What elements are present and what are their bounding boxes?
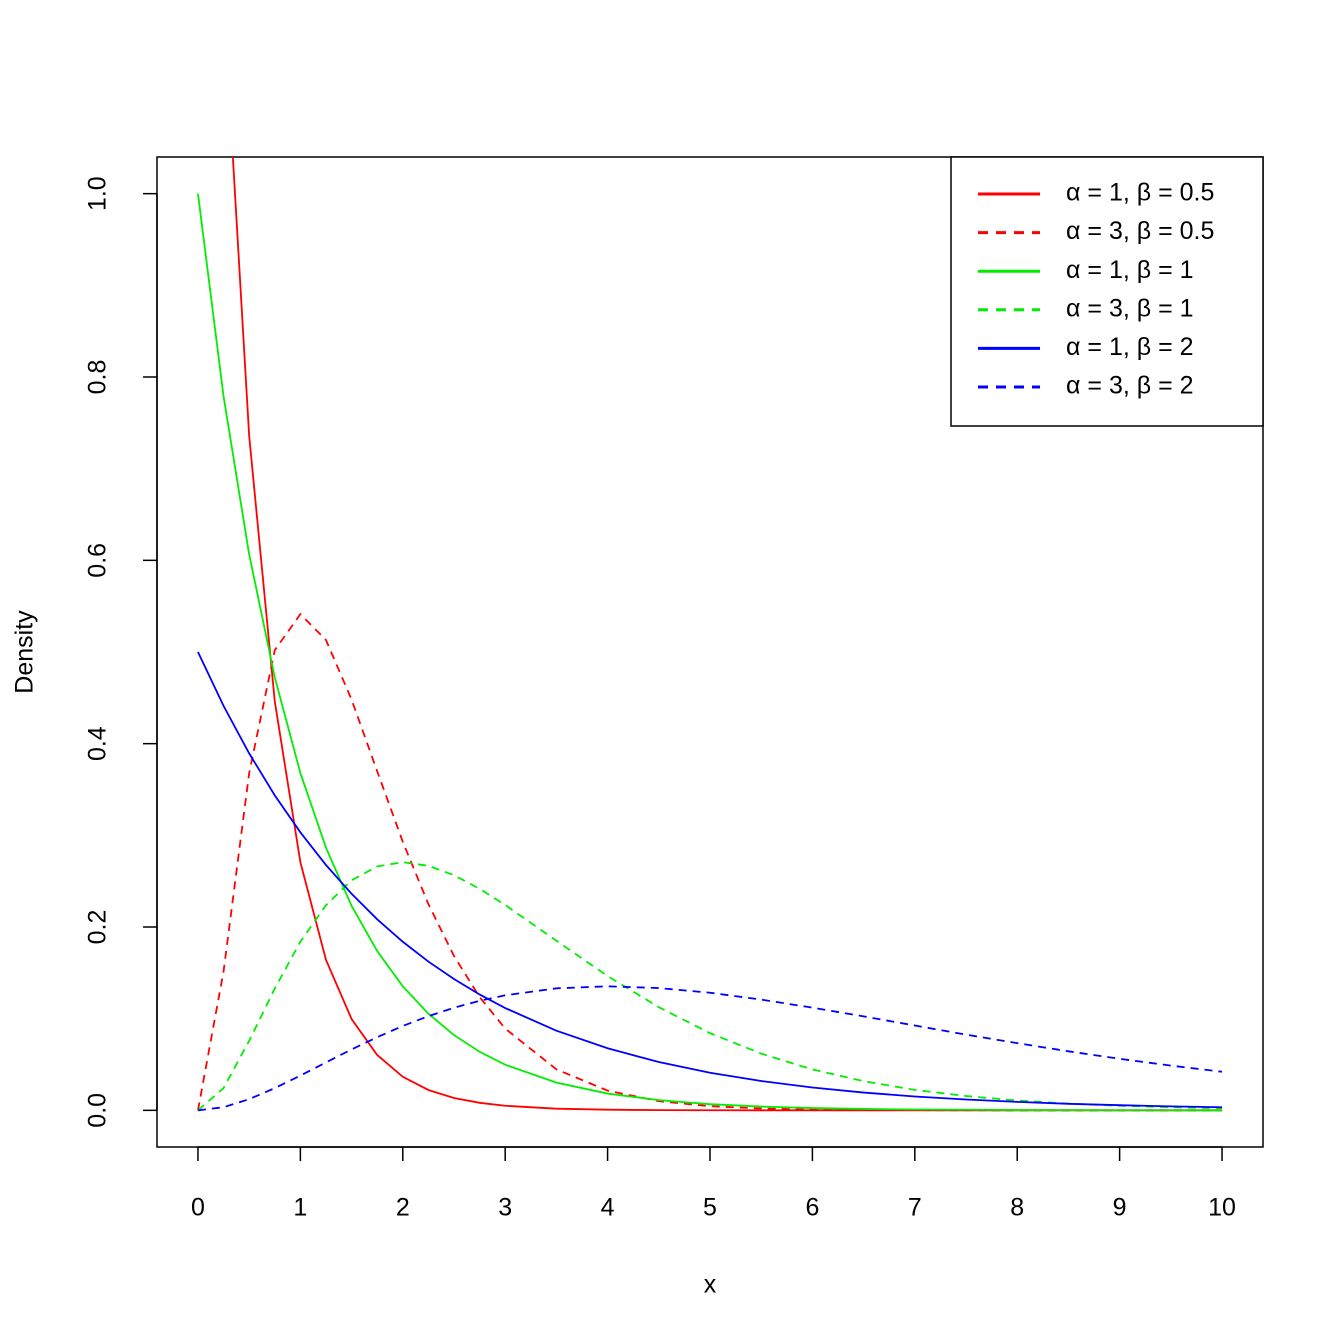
legend-label: α = 1, β = 0.5 <box>1066 179 1214 207</box>
series-line <box>197 861 1223 1112</box>
legend-label: α = 3, β = 1 <box>1066 294 1194 322</box>
x-tick-label: 2 <box>396 1194 410 1222</box>
legend-label: α = 3, β = 2 <box>1066 372 1194 400</box>
series-line <box>197 612 1223 1112</box>
legend-label: α = 1, β = 1 <box>1066 256 1194 284</box>
y-tick-label: 0.6 <box>84 543 112 578</box>
series-line <box>197 985 1223 1112</box>
x-tick-label: 7 <box>908 1194 922 1222</box>
plot-area <box>197 157 1223 1112</box>
x-axis-label: x <box>704 1271 717 1299</box>
y-tick-label: 0.2 <box>84 910 112 945</box>
y-tick-label: 0.4 <box>84 726 112 761</box>
x-tick-label: 5 <box>703 1194 717 1222</box>
legend-box <box>950 156 1264 427</box>
y-tick-label: 0.0 <box>84 1093 112 1128</box>
x-tick-label: 0 <box>191 1194 205 1222</box>
legend-label: α = 1, β = 2 <box>1066 333 1194 361</box>
x-tick-label: 6 <box>805 1194 819 1222</box>
x-tick-label: 10 <box>1208 1194 1236 1222</box>
x-tick-label: 9 <box>1113 1194 1127 1222</box>
y-tick-label: 1.0 <box>84 176 112 211</box>
x-tick-label: 1 <box>293 1194 307 1222</box>
x-tick-label: 3 <box>498 1194 512 1222</box>
x-tick-label: 8 <box>1010 1194 1024 1222</box>
series-line <box>197 651 1223 1109</box>
y-tick-label: 0.8 <box>84 360 112 395</box>
series-line <box>197 193 1223 1112</box>
x-tick-label: 4 <box>601 1194 615 1222</box>
y-axis-label: Density <box>11 610 39 694</box>
legend-label: α = 3, β = 0.5 <box>1066 217 1214 245</box>
